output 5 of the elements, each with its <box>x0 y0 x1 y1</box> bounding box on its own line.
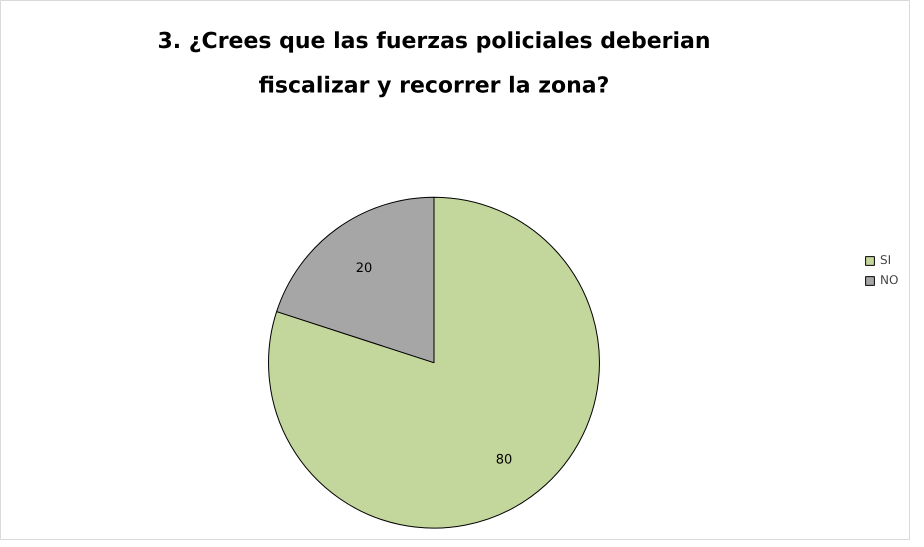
data-label: 20 <box>356 260 372 276</box>
legend-label: NO <box>880 273 900 287</box>
chart-title: 3. ¿Crees que las fuerzas policiales deberian fiscalizar y recorrer la zona? <box>157 29 711 99</box>
legend-label: SI <box>880 253 892 267</box>
data-label: 80 <box>496 452 512 468</box>
